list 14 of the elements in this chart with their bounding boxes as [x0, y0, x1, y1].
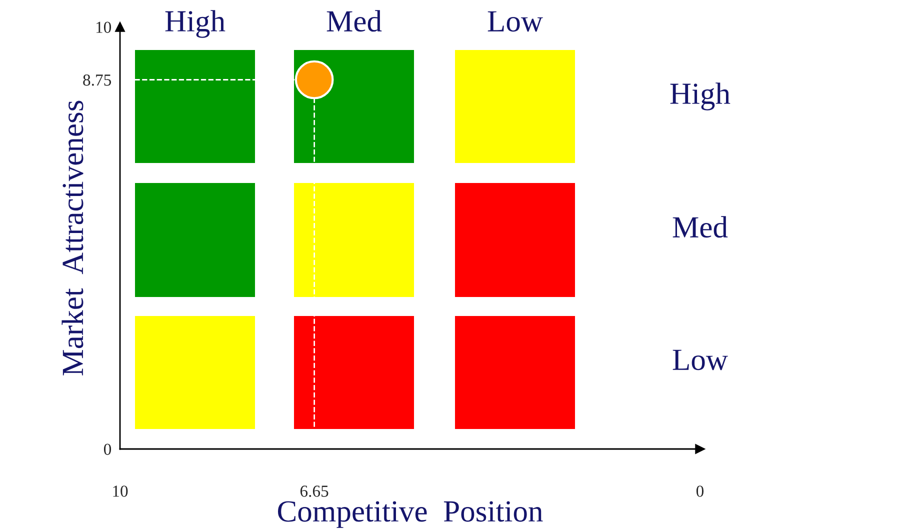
annotation: High — [670, 82, 730, 110]
annotation: Low — [672, 350, 728, 370]
annotation: High — [165, 10, 226, 38]
x-tick-label: 6.65 — [300, 486, 328, 497]
y-axis-title: Market Attractiveness — [62, 100, 84, 376]
y-tick-label: 8.75 — [83, 74, 112, 86]
annotation: Med — [672, 216, 728, 238]
annotation: Low — [488, 11, 543, 32]
x-tick-label: 10 — [113, 486, 128, 497]
y-tick-label: 0 — [104, 444, 112, 455]
x-axis-title: Competitive Position — [278, 501, 543, 528]
annotation: Med — [326, 10, 382, 32]
x-tick-label: 0 — [696, 486, 704, 497]
y-tick-label: 10 — [96, 22, 112, 33]
